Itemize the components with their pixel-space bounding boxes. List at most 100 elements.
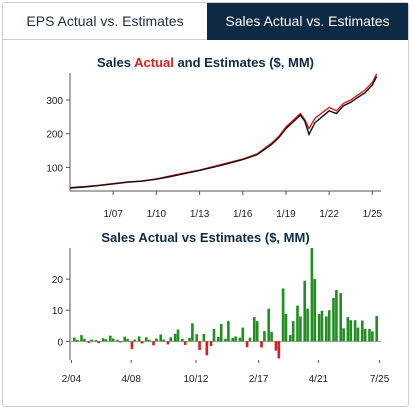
title-part-estimates: and Estimates ($, MM) [173,55,314,70]
bar [155,338,158,342]
bar [303,280,306,342]
bar [130,341,134,350]
bar [123,336,126,342]
bar [375,316,378,342]
title-part-actual: Actual [134,55,174,70]
x-tick-label: 10/12 [183,374,208,385]
bar [202,333,206,342]
bar [80,335,83,342]
bar [284,314,288,342]
bar [87,341,90,343]
bar [238,337,242,342]
bar [332,297,335,342]
bar [101,338,105,342]
bar [176,329,180,342]
x-tick-label: 1/10 [147,209,167,220]
bar [335,290,338,342]
bar-chart: 0 10 20 2/04 4/08 10/12 2/17 4/21 7/25 [52,248,390,385]
bar [281,288,285,342]
bar [145,337,148,342]
bar [342,328,345,342]
y-tick-label: 0 [57,337,63,348]
line-chart-title: Sales Actual and Estimates ($, MM) [3,55,408,70]
line-chart: 100 200 300 1/07 1/10 1/13 1/16 1/19 1/22 1/25 [46,73,383,220]
x-tick-label: 4/21 [309,374,329,385]
bar [97,341,101,344]
bar [349,320,353,342]
bar [147,339,151,342]
tab-eps-estimates[interactable]: EPS Actual vs. Estimates [3,3,207,40]
bar [126,338,129,342]
bar [169,337,173,342]
series-line-actual [69,73,378,189]
bar [260,341,263,348]
x-tick-label: 1/22 [319,209,339,220]
x-tick-label: 1/16 [233,209,253,220]
bar [346,317,350,342]
bar [368,328,371,342]
bar [327,310,331,342]
bar [361,320,364,342]
x-tick-label: 1/13 [190,209,210,220]
widget-panel: EPS Actual vs. Estimates Sales Actual vs… [2,2,409,407]
bar [119,341,122,343]
bar [166,341,170,345]
bar [191,323,194,342]
bar [241,327,245,342]
bar [325,316,328,342]
bar [219,323,223,342]
bar [133,339,137,342]
bar [152,341,155,346]
bar [195,334,198,342]
bar [94,340,98,342]
tab-sales-estimates[interactable]: Sales Actual vs. Estimates [207,3,408,40]
bar [198,341,201,350]
bar [209,341,213,346]
x-tick-label: 2/04 [62,374,82,385]
y-tick-label: 10 [52,306,64,317]
bar [296,305,299,342]
bar [231,337,234,342]
bar [183,341,187,345]
bar [75,339,79,342]
bar [245,341,249,348]
y-tick-label: 20 [52,275,64,286]
y-tick-label: 200 [46,130,63,141]
bar [277,341,281,359]
bar [299,316,302,342]
bar [159,334,162,342]
bar [137,336,141,342]
x-tick-label: 1/19 [276,209,296,220]
bar [356,327,360,342]
bar [90,339,93,342]
bar [291,321,295,342]
bar [267,308,270,342]
bar [263,331,266,342]
bar [274,341,278,351]
bar [270,332,273,342]
tab-bar: EPS Actual vs. Estimates Sales Actual vs… [3,3,408,40]
bar [234,336,237,342]
series-line-estimates [69,76,378,189]
bar [353,320,357,342]
bar [310,248,314,342]
bar [212,328,216,342]
bar [162,339,165,342]
x-tick-label: 2/17 [249,374,269,385]
bar [116,339,119,342]
bar [371,331,374,342]
bar [188,337,191,342]
bar [224,338,227,342]
bar [339,293,342,342]
bar [73,337,76,342]
y-tick-label: 100 [46,163,63,174]
bar-chart-title: Sales Actual vs Estimates ($, MM) [101,230,310,245]
bar [83,338,86,342]
x-tick-label: 1/25 [363,209,383,220]
bar [140,341,144,344]
bar [363,328,367,342]
bar [173,333,177,342]
bar [317,314,321,342]
bar [306,308,309,342]
bar [181,338,184,342]
